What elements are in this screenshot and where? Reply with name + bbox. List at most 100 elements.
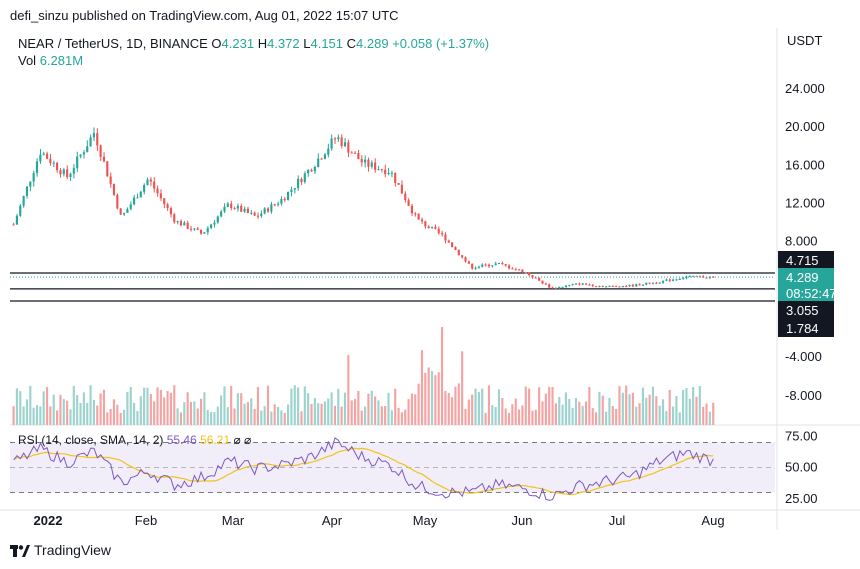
candle xyxy=(327,148,330,155)
candle xyxy=(685,276,688,279)
volume-bar xyxy=(260,410,263,425)
volume-bar xyxy=(481,388,484,425)
candle xyxy=(12,224,15,226)
volume-bar xyxy=(169,392,172,425)
volume-bar xyxy=(19,391,22,425)
volume-bar xyxy=(571,407,574,425)
volume-bar xyxy=(625,385,628,425)
time-tick-label: Jun xyxy=(512,513,533,528)
candle xyxy=(615,285,618,287)
candle xyxy=(491,265,494,267)
candle xyxy=(133,197,136,205)
volume-bar xyxy=(109,408,112,425)
candle xyxy=(116,194,119,209)
volume-bar xyxy=(635,406,638,425)
candle xyxy=(62,169,65,175)
candle xyxy=(206,227,209,233)
candle xyxy=(598,285,601,287)
candle xyxy=(447,240,450,243)
time-tick-label: Apr xyxy=(322,513,343,528)
volume-bar xyxy=(628,394,631,425)
candle xyxy=(109,176,112,184)
rsi-tick-label: 50.00 xyxy=(785,460,818,475)
candle xyxy=(153,181,156,189)
volume-bar xyxy=(531,410,534,425)
candle xyxy=(648,282,651,284)
volume-legend[interactable]: Vol 6.281M xyxy=(18,53,83,68)
candle xyxy=(501,262,504,265)
volume-bar xyxy=(387,392,390,425)
candle xyxy=(66,169,69,178)
volume-bar xyxy=(102,389,106,425)
volume-bar xyxy=(82,392,85,425)
footer-brand[interactable]: TradingView xyxy=(10,542,111,558)
candle xyxy=(29,181,32,187)
candle xyxy=(467,261,470,264)
candle xyxy=(176,221,179,223)
candle xyxy=(534,277,537,279)
volume-bar xyxy=(661,399,665,425)
volume-bar xyxy=(400,412,403,425)
volume-bar xyxy=(183,402,186,425)
candle xyxy=(25,186,29,196)
candle xyxy=(273,204,276,206)
volume-bar xyxy=(521,405,524,425)
candle xyxy=(695,275,698,277)
candle xyxy=(256,215,260,217)
symbol-name[interactable]: NEAR / TetherUS, 1D, BINANCE xyxy=(18,36,208,51)
volume-bar xyxy=(384,406,387,425)
volume-bar xyxy=(72,385,75,425)
candle xyxy=(440,233,444,235)
candle xyxy=(266,208,270,212)
volume-bar xyxy=(52,394,55,425)
candle xyxy=(548,284,551,288)
candle xyxy=(92,133,95,138)
volume-bar xyxy=(618,386,621,425)
time-tick-label: Jul xyxy=(609,513,626,528)
candle xyxy=(414,213,417,215)
candle xyxy=(477,266,480,268)
candle xyxy=(189,228,193,230)
candle xyxy=(213,222,216,225)
volume-bar xyxy=(62,399,65,425)
volume-bar xyxy=(153,401,156,425)
volume-bar xyxy=(611,406,614,425)
close-label: C xyxy=(346,36,357,51)
candle xyxy=(651,282,655,284)
volume-bar xyxy=(106,412,109,425)
volume-bar xyxy=(511,404,514,425)
volume-bar xyxy=(226,407,229,425)
volume-bar xyxy=(461,351,464,425)
candle xyxy=(497,262,501,264)
volume-bar xyxy=(256,387,260,425)
volume-bar xyxy=(126,391,129,425)
candle xyxy=(702,276,705,278)
volume-bar xyxy=(340,406,343,425)
price-tick-label: 16.000 xyxy=(785,157,825,172)
volume-bar xyxy=(116,404,119,425)
volume-bar xyxy=(193,401,196,425)
volume-bar xyxy=(544,393,547,425)
candle xyxy=(122,212,126,215)
candle xyxy=(49,158,52,164)
volume-bar xyxy=(528,388,531,425)
volume-bar xyxy=(397,407,400,425)
candle xyxy=(353,152,357,154)
candle xyxy=(712,276,715,278)
price-tick-label: 12.000 xyxy=(785,196,825,211)
rsi-extra-2: ⌀ xyxy=(244,433,252,447)
candle xyxy=(146,179,149,186)
candle xyxy=(698,276,701,278)
resistance-tag: 4.715 xyxy=(778,251,834,269)
candle xyxy=(474,267,477,269)
volume-bar xyxy=(651,386,655,425)
candle xyxy=(96,133,99,146)
volume-bar xyxy=(240,393,243,425)
volume-label: Vol xyxy=(18,53,37,68)
candle xyxy=(290,189,293,192)
candle xyxy=(558,286,561,289)
volume-bar xyxy=(350,400,353,425)
rsi-legend[interactable]: RSI (14, close, SMA, 14, 2) 55.46 56.21 … xyxy=(18,433,251,447)
candle xyxy=(297,178,300,189)
